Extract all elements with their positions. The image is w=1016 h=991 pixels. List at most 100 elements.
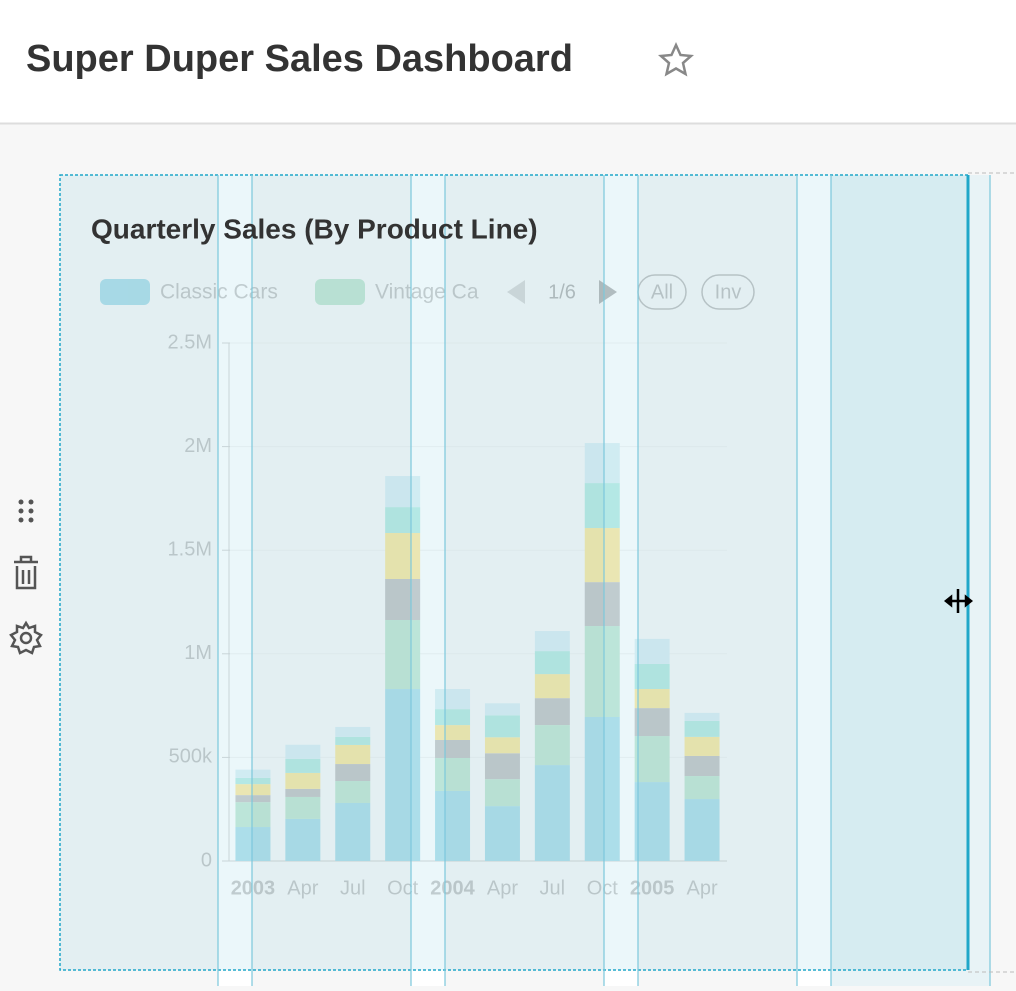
bar-segment (634, 638, 670, 664)
chart-title: Quarterly Sales (By Product Line) (91, 213, 538, 244)
bar-segment (634, 736, 670, 783)
bar-segment (634, 689, 670, 709)
legend-invert: Inv (715, 281, 742, 303)
bar-segment (385, 620, 421, 690)
bar-segment (684, 712, 720, 721)
bar-segment (484, 703, 520, 716)
bar-segment (335, 781, 371, 803)
bar-segment (534, 674, 570, 699)
favorite-star[interactable] (657, 41, 695, 77)
bar-segment (335, 764, 371, 782)
bar-segment (484, 779, 520, 807)
bar-segment (435, 709, 471, 726)
bar-segment (484, 715, 520, 738)
bar-segment (584, 443, 620, 484)
chart-panel[interactable] (59, 174, 969, 971)
legend-all: All (651, 281, 673, 303)
bar-segment (484, 737, 520, 754)
column-guides (218, 175, 990, 986)
bar-segment (335, 736, 371, 745)
bar-segment (484, 806, 520, 861)
bar-segment (534, 698, 570, 726)
bar-segment (684, 799, 720, 861)
bar-segment (684, 720, 720, 737)
bar-segment (584, 582, 620, 627)
bar-segment (285, 796, 321, 819)
bar-segment (385, 476, 421, 508)
bar-segment (534, 725, 570, 766)
bar-segment (285, 744, 321, 759)
x-tick-label: Apr (287, 877, 318, 899)
y-tick-label: 1M (184, 642, 212, 664)
x-tick-label: Jul (540, 877, 566, 899)
x-tick-label: Oct (587, 877, 619, 899)
y-tick-label: 2.5M (168, 331, 212, 353)
bar-segment (235, 802, 271, 828)
legend-swatch (315, 279, 365, 305)
x-tick-label: 2004 (430, 877, 475, 899)
legend-page: 1/6 (548, 281, 576, 303)
bar-segment (435, 758, 471, 791)
bar-segment (235, 795, 271, 803)
y-tick-label: 2M (184, 435, 212, 457)
x-tick-label: Apr (686, 877, 717, 899)
delete-icon[interactable] (14, 555, 38, 590)
x-tick-label: Apr (487, 877, 518, 899)
y-tick-label: 0 (201, 849, 212, 871)
bar-segment (335, 744, 371, 765)
bar-segment (584, 626, 620, 717)
legend-swatch (100, 279, 150, 305)
bar-segment (385, 507, 421, 534)
settings-icon[interactable] (9, 620, 43, 655)
bar-segment (534, 765, 570, 861)
bar-segment (435, 739, 471, 759)
bar-segment (235, 769, 271, 778)
bar-segment (285, 818, 321, 861)
drag-handle[interactable] (18, 499, 34, 523)
bar-segment (435, 790, 471, 861)
bar-segment (435, 689, 471, 710)
bar-segment (634, 782, 670, 861)
bar-segment (684, 755, 720, 777)
x-tick-label: 2005 (630, 877, 675, 899)
bar-segment (534, 631, 570, 652)
bar-segment (584, 716, 620, 861)
legend-label[interactable]: Classic Cars (160, 281, 278, 304)
bar-segment (534, 651, 570, 675)
bar-segment (285, 772, 321, 789)
chart: Classic Cars Vintage Ca 1/6 All Inv 0 500k 1M 1.… (100, 274, 755, 899)
header-bar (0, 0, 1016, 123)
bar-segment (235, 827, 271, 861)
bar-segment (684, 736, 720, 756)
bar-segment (385, 689, 421, 861)
bar-segment (484, 753, 520, 780)
resize-cursor (943, 589, 974, 613)
guide-lines (217, 175, 991, 986)
bar-segment (385, 579, 421, 621)
bar-segment (435, 725, 471, 740)
x-tick-label: Jul (340, 877, 366, 899)
bar-segment (285, 788, 321, 797)
bar-segment (335, 726, 371, 737)
bar-segment (285, 758, 321, 773)
legend: Classic Cars Vintage Ca 1/6 All Inv (100, 274, 755, 310)
legend-prev[interactable] (507, 280, 525, 304)
y-tick-label: 500k (169, 746, 213, 768)
bar-segment (634, 708, 670, 737)
legend-invert-button[interactable] (701, 274, 755, 310)
bar-segment (584, 528, 620, 583)
bar-segment (335, 802, 371, 861)
y-tick-label: 1.5M (168, 538, 212, 560)
bar-segment (584, 483, 620, 529)
x-tick-label: 2003 (231, 877, 276, 899)
chart-plot: Classic Cars Vintage Ca 1/6 All Inv 0 500k 1M 1.… (100, 274, 755, 899)
bar-segment (634, 663, 670, 690)
dashboard-title: Super Duper Sales Dashboard (26, 38, 573, 80)
bar-segment (235, 784, 271, 796)
bar-segment (385, 533, 421, 580)
bar-segment (235, 777, 271, 785)
legend-label[interactable]: Vintage Ca (375, 281, 479, 304)
bar-segment (684, 776, 720, 800)
